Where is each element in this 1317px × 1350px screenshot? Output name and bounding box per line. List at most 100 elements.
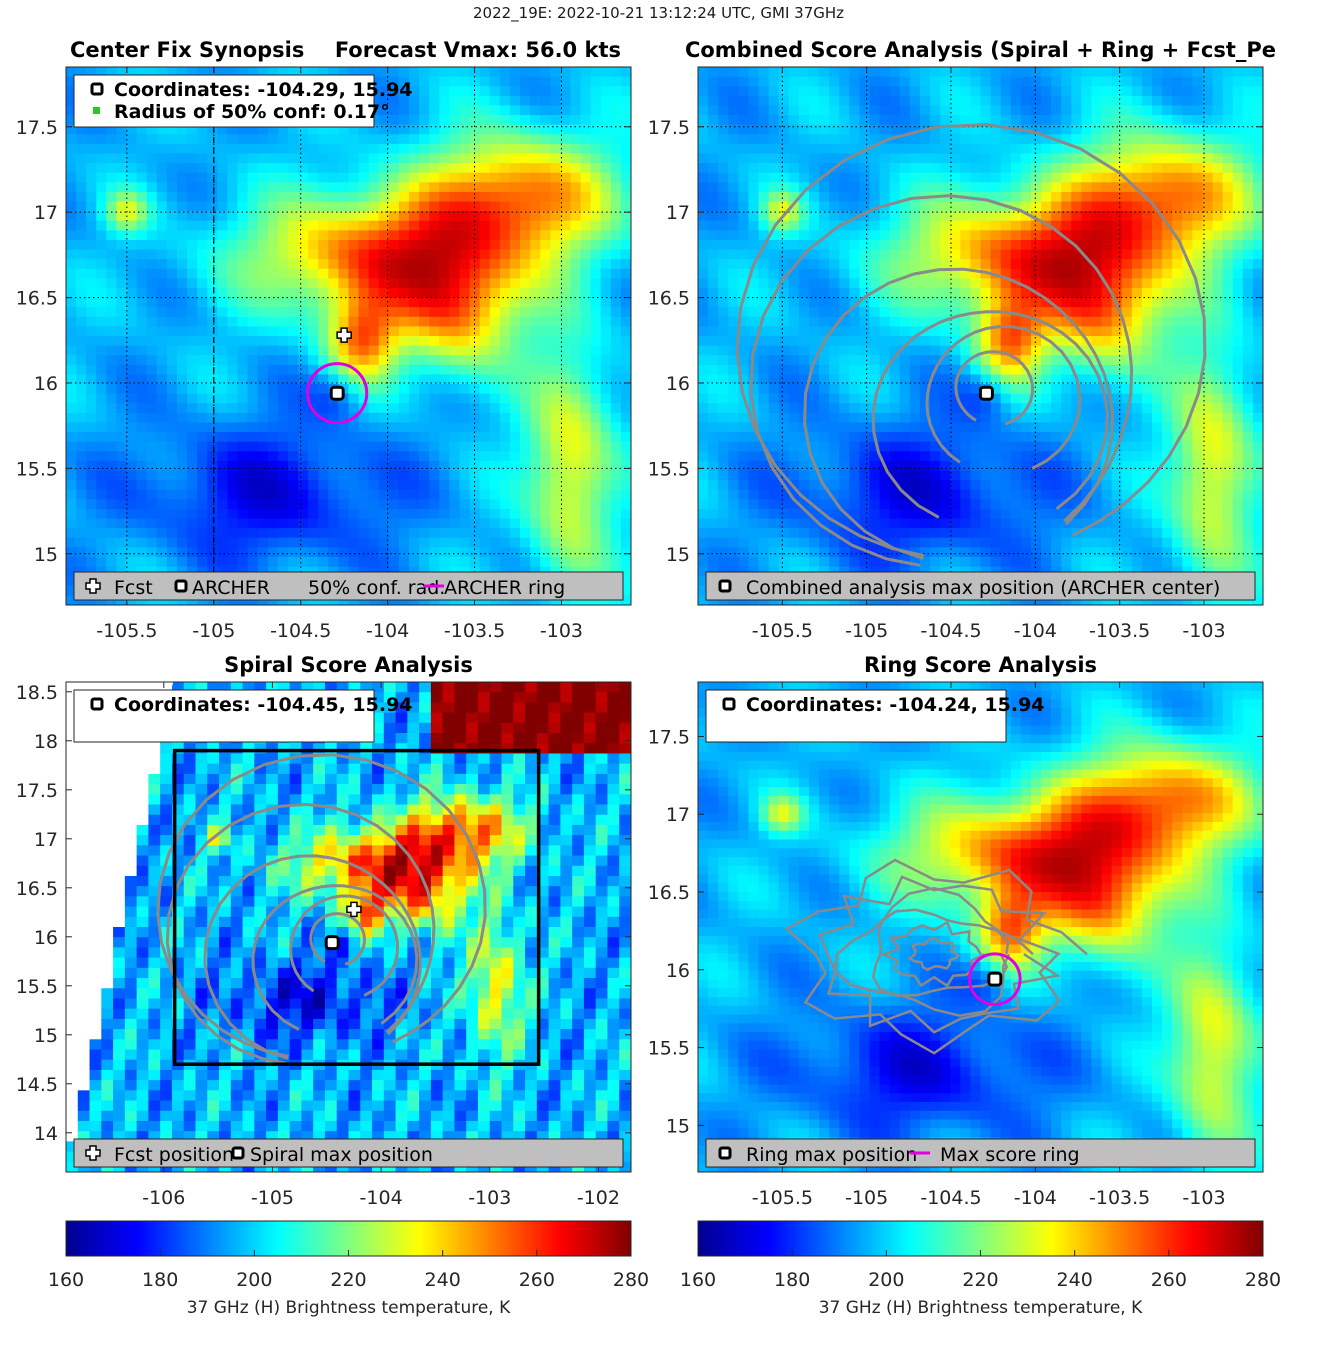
x-tick-label: -105: [251, 1187, 294, 1209]
x-tick-label: -105.5: [752, 620, 813, 642]
colorbar-tick-label: 160: [48, 1269, 84, 1291]
x-tick-label: -105.5: [96, 620, 157, 642]
coordinates-text: Coordinates: -104.45, 15.94: [114, 694, 413, 716]
contour-line: [735, 123, 1207, 558]
colorbar-tick-label: 180: [142, 1269, 178, 1291]
y-tick-label: 17: [34, 202, 58, 224]
panel-title: Ring Score Analysis: [864, 653, 1097, 677]
x-tick-label: -104.5: [270, 620, 331, 642]
y-tick-label: 14.5: [16, 1074, 58, 1096]
legend-item: Ring max position: [746, 1144, 917, 1166]
legend-item: Spiral max position: [250, 1144, 433, 1166]
contour-line: [907, 936, 961, 972]
info-box: [73, 689, 375, 743]
panel-ring: -105.5 -105 -104.5 -104 -103.5 -103 15 15.5 16 16…: [648, 653, 1264, 1209]
y-tick-label: 16.5: [648, 288, 690, 310]
y-tick-label: 18: [34, 731, 58, 753]
colorbar-tick-label: 280: [1245, 1269, 1281, 1291]
coordinates-text: Coordinates: -104.24, 15.94: [746, 694, 1045, 716]
contour-line: [289, 894, 400, 997]
panel-title-right: Forecast Vmax: 56.0 kts: [335, 38, 621, 62]
search-box: [172, 748, 541, 1066]
x-tick-label: -104.5: [920, 1187, 981, 1209]
axes-frame: [697, 681, 1264, 1173]
empty-swath: [66, 682, 174, 1035]
info-marker: [90, 697, 104, 711]
y-tick-label: 15: [34, 544, 58, 566]
panel-title: Combined Score Analysis (Spiral + Ring +…: [685, 38, 1276, 62]
heatmap-ring: [698, 682, 1263, 1172]
info-marker: [90, 82, 104, 96]
center-marker: [978, 385, 994, 401]
colorbar-tick-label: 180: [774, 1269, 810, 1291]
x-tick-label: -105: [192, 620, 235, 642]
contour-line: [165, 802, 436, 1065]
colorbar-tick-label: 200: [236, 1269, 272, 1291]
x-tick-label: -103.5: [444, 620, 505, 642]
conf-dot: [93, 107, 100, 114]
x-tick-label: -103.5: [1089, 620, 1150, 642]
colorbar-label: 37 GHz (H) Brightness temperature, K: [187, 1298, 511, 1318]
x-tick-label: -104: [360, 1187, 403, 1209]
contour-line: [871, 310, 1109, 519]
info-marker: [722, 697, 736, 711]
y-tick-label: 15: [666, 544, 690, 566]
x-tick-label: -104: [1014, 1187, 1057, 1209]
y-tick-label: 15.5: [16, 976, 58, 998]
x-tick-label: -103: [1182, 1187, 1225, 1209]
archer-ring: [306, 362, 369, 425]
x-tick-label: -105: [845, 620, 888, 642]
info-box: [73, 74, 375, 128]
y-tick-label: 17: [666, 202, 690, 224]
colorbar-tick-label: 280: [613, 1269, 649, 1291]
colorbar-tick-label: 220: [962, 1269, 998, 1291]
contour-line: [309, 912, 366, 966]
contours-spiral: [156, 753, 487, 1065]
forecast-position-marker: [346, 901, 362, 918]
colorbar-tick-label: 240: [425, 1269, 461, 1291]
colorbar-tick-label: 200: [868, 1269, 904, 1291]
heatmap-spiral: [66, 682, 631, 1172]
panel-title: Spiral Score Analysis: [224, 653, 473, 677]
contour-line: [880, 920, 986, 988]
legend-box: [73, 571, 624, 601]
y-tick-label: 17.5: [16, 117, 58, 139]
legend-item: Combined analysis max position (ARCHER c…: [746, 577, 1220, 599]
x-tick-label: -103: [468, 1187, 511, 1209]
contour-line: [925, 325, 1082, 470]
axes-frame: [697, 66, 1264, 606]
y-tick-label: 15.5: [648, 1038, 690, 1060]
center-marker: [987, 971, 1003, 987]
radius-text: Radius of 50% conf: 0.17°: [114, 101, 390, 123]
contour-line: [871, 908, 1010, 998]
contour-line: [156, 753, 487, 1058]
x-tick-label: -106: [142, 1187, 185, 1209]
center-marker: [324, 935, 340, 951]
contours-combined: [735, 123, 1207, 567]
panel-spiral: -106 -105 -104 -103 -102 14 14.5 15 15.5 16 16.5 17…: [16, 653, 632, 1209]
y-tick-label: 16: [666, 373, 690, 395]
x-tick-label: -103: [1182, 620, 1225, 642]
contour-line: [803, 267, 1115, 560]
center-marker: [329, 385, 345, 401]
colorbar-left: 160 180 200 220 240 260 280 37 GHz (H) Brightne…: [48, 1220, 649, 1318]
legend-plus-icon: [85, 578, 101, 594]
y-tick-label: 16.5: [16, 288, 58, 310]
legend-box: [705, 1138, 1256, 1168]
legend-square-icon: [231, 1146, 245, 1160]
x-tick-label: -103: [540, 620, 583, 642]
y-tick-label: 15: [666, 1115, 690, 1137]
y-tick-label: 15.5: [16, 458, 58, 480]
colorbar-right: 160 180 200 220 240 260 280 37 GHz (H) Brightne…: [680, 1220, 1281, 1318]
x-tick-label: -104: [366, 620, 409, 642]
contour-line: [833, 886, 1034, 1017]
forecast-position-marker: [336, 327, 352, 343]
x-tick-label: -105.5: [752, 1187, 813, 1209]
legend-item: Fcst position: [114, 1144, 234, 1166]
legend-item: Fcst: [114, 577, 153, 599]
contours-ring: [784, 858, 1088, 1055]
contour-line: [784, 858, 1088, 1055]
max-score-ring: [968, 952, 1022, 1006]
legend-plus-icon: [85, 1145, 101, 1161]
